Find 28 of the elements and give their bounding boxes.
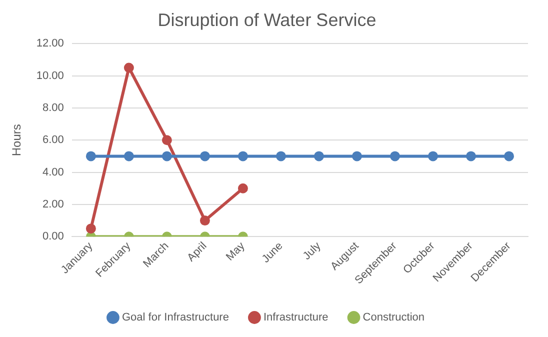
point xyxy=(124,151,134,162)
point xyxy=(162,135,172,146)
y-tick-label: 2.00 xyxy=(42,198,64,210)
legend-label: Goal for Infrastructure xyxy=(122,312,229,324)
point xyxy=(390,151,400,162)
x-tick-label: May xyxy=(224,240,248,264)
point xyxy=(162,151,172,162)
y-tick-label: 0.00 xyxy=(42,230,64,243)
chart-title: Disruption of Water Service xyxy=(158,10,376,30)
legend-label: Infrastructure xyxy=(263,312,328,324)
point xyxy=(314,151,324,162)
legend-label: Construction xyxy=(362,312,425,324)
y-tick-label: 8.00 xyxy=(42,102,64,114)
x-tick-label: July xyxy=(300,240,324,262)
point xyxy=(466,151,476,162)
y-tick-label: 12.00 xyxy=(36,38,64,50)
point xyxy=(86,151,96,162)
y-tick-label: 6.00 xyxy=(42,134,64,146)
point xyxy=(238,183,248,194)
point xyxy=(238,151,248,162)
point xyxy=(428,151,438,162)
y-axis-title: Hours xyxy=(10,124,24,156)
y-tick-label: 4.00 xyxy=(42,166,64,178)
point xyxy=(504,151,514,162)
point xyxy=(352,151,362,162)
point xyxy=(200,151,210,162)
y-tick-label: 10.00 xyxy=(36,70,64,82)
point xyxy=(276,151,286,162)
